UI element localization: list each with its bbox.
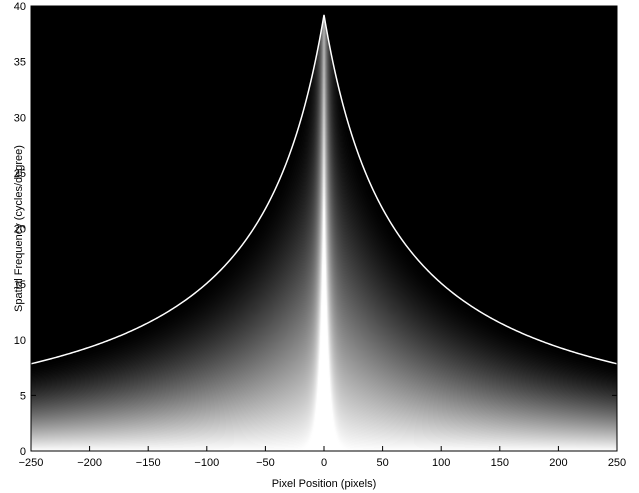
y-tick-label: 30 [14, 112, 26, 124]
x-axis-label: Pixel Position (pixels) [272, 478, 377, 490]
y-tick-label: 10 [14, 335, 26, 347]
cutoff-curve-line [30, 14, 618, 365]
y-tick-label: 5 [20, 390, 26, 402]
y-tick-label: 25 [14, 168, 26, 180]
x-tick-label: 0 [321, 457, 327, 469]
x-tick-label: −200 [77, 457, 102, 469]
y-axis-label: Spatial Frequency (cycles/degree) [13, 145, 25, 312]
y-tick-label: 0 [20, 446, 26, 458]
y-tick-label: 20 [14, 224, 26, 236]
x-tick-label: −150 [136, 457, 161, 469]
x-tick-label: −100 [194, 457, 219, 469]
x-tick-label: −50 [256, 457, 275, 469]
x-tick-label: 50 [376, 457, 388, 469]
x-tick-label: 150 [491, 457, 509, 469]
y-tick-label: 40 [14, 1, 26, 13]
x-tick-label: 250 [608, 457, 626, 469]
heatmap-plot-area [30, 6, 618, 451]
x-tick-label: 200 [549, 457, 567, 469]
x-tick-label: 100 [432, 457, 450, 469]
y-tick-label: 35 [14, 57, 26, 69]
x-tick-label: −250 [19, 457, 44, 469]
heatmap-image [31, 6, 617, 451]
chart-axes: −250 −200 −150 −100 −50 0 50 100 150 200 250 0 5 10 15… [14, 1, 626, 469]
y-tick-label: 15 [14, 279, 26, 291]
